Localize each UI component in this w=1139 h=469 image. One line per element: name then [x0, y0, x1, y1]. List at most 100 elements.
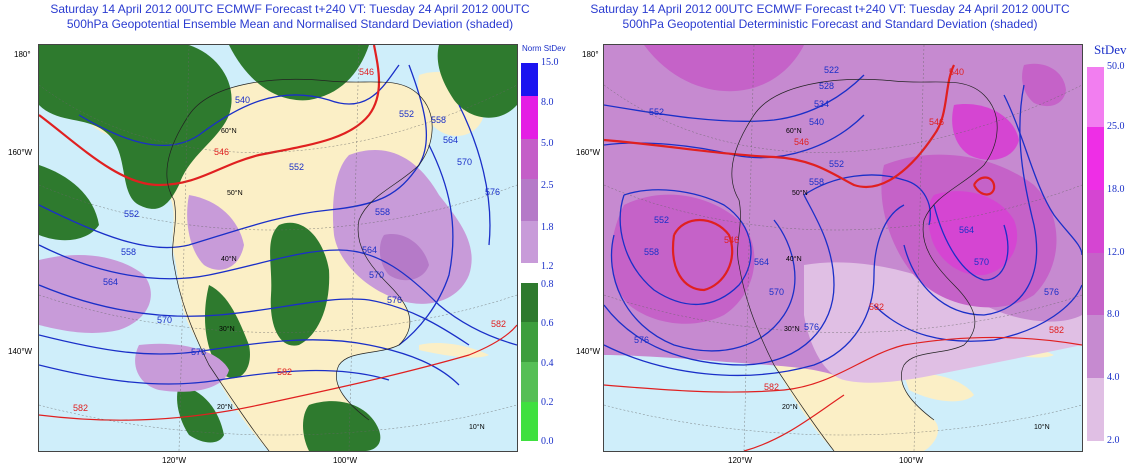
svg-text:564: 564 — [959, 225, 974, 235]
svg-text:576: 576 — [634, 335, 649, 345]
right-lat-10n: 10°N — [1034, 423, 1050, 431]
svg-text:570: 570 — [769, 287, 784, 297]
svg-text:552: 552 — [649, 107, 664, 117]
svg-text:576: 576 — [804, 322, 819, 332]
right-colorbar-seg-4 — [1087, 315, 1104, 378]
svg-text:522: 522 — [824, 65, 839, 75]
svg-text:540: 540 — [809, 117, 824, 127]
left-title-line1: Saturday 14 April 2012 00UTC ECMWF Forec… — [50, 2, 530, 16]
left-colorbar-seg-2 — [521, 139, 538, 179]
left-lat-50n: 50°N — [227, 189, 243, 197]
purple-region-east-core — [379, 234, 429, 281]
r-shade-mid-north — [644, 45, 804, 92]
left-colorbar-label-10: 0.0 — [541, 436, 554, 447]
left-lat-10n: 10°N — [469, 423, 485, 431]
right-colorbar-seg-1 — [1087, 127, 1104, 190]
left-colorbar-seg-5 — [521, 283, 538, 322]
right-colorbar-label-1: 25.0 — [1107, 121, 1125, 132]
svg-text:582: 582 — [73, 403, 88, 413]
right-colorbar-seg-5 — [1087, 378, 1104, 441]
right-colorbar-label-4: 8.0 — [1107, 309, 1120, 320]
left-title-line2: 500hPa Geopotential Ensemble Mean and No… — [66, 17, 514, 31]
left-colorbar-seg-7 — [521, 362, 538, 402]
left-colorbar-seg-3 — [521, 179, 538, 221]
svg-text:564: 564 — [754, 257, 769, 267]
purple-region-east — [332, 149, 472, 304]
left-colorbar-label-5: 1.2 — [541, 261, 554, 272]
left-colorbar-label-6: 0.8 — [541, 279, 554, 290]
left-axis-140w: 140°W — [8, 347, 33, 356]
left-colorbar-label-1: 8.0 — [541, 97, 554, 108]
right-lat-30n: 30°N — [784, 325, 800, 333]
green-region-arctic — [229, 45, 369, 101]
left-colorbar-title: Norm StDev — [522, 44, 566, 53]
right-colorbar-title: StDev — [1094, 42, 1127, 57]
right-colorbar-seg-2 — [1087, 190, 1104, 253]
right-axis-100w: 100°W — [899, 456, 924, 465]
right-coastlines — [731, 79, 998, 451]
right-colorbar-label-3: 12.0 — [1107, 247, 1125, 258]
green-region-north — [39, 45, 232, 209]
left-red-contours — [39, 45, 517, 421]
r-shade-strong-east — [927, 191, 1018, 276]
green-region-west — [39, 165, 99, 241]
right-colorbar-label-6: 2.0 — [1107, 435, 1120, 446]
svg-text:564: 564 — [362, 245, 377, 255]
left-colorbar-label-0: 15.0 — [541, 57, 559, 68]
svg-text:552: 552 — [654, 215, 669, 225]
r-yucatan-land — [904, 373, 974, 402]
right-colorbar-label-2: 18.0 — [1107, 184, 1125, 195]
right-axis-120w: 120°W — [728, 456, 753, 465]
left-colorbar-seg-1 — [521, 96, 538, 139]
svg-text:582: 582 — [491, 319, 506, 329]
left-map-svg: 60°N 50°N 40°N 30°N 20°N 10°N 540 546 54… — [39, 45, 517, 451]
svg-text:582: 582 — [869, 302, 884, 312]
left-colorbar-label-8: 0.4 — [541, 358, 554, 369]
svg-text:576: 576 — [1044, 287, 1059, 297]
svg-text:570: 570 — [157, 315, 172, 325]
svg-text:576: 576 — [387, 295, 402, 305]
left-colorbar-seg-8 — [521, 402, 538, 441]
svg-text:558: 558 — [809, 177, 824, 187]
left-blue-contours — [39, 64, 517, 386]
svg-text:558: 558 — [644, 247, 659, 257]
right-colorbar — [1087, 67, 1104, 441]
svg-text:546: 546 — [794, 137, 809, 147]
svg-text:552: 552 — [829, 159, 844, 169]
right-axis-140w: 140°W — [576, 347, 601, 356]
right-colorbar-label-5: 4.0 — [1107, 372, 1120, 383]
svg-text:546: 546 — [929, 117, 944, 127]
right-red-contours — [604, 64, 1082, 451]
left-coastlines — [166, 79, 433, 451]
left-colorbar — [521, 63, 538, 441]
svg-text:558: 558 — [431, 115, 446, 125]
svg-text:558: 558 — [375, 207, 390, 217]
svg-text:546: 546 — [214, 147, 229, 157]
svg-text:582: 582 — [1049, 325, 1064, 335]
right-blue-contours — [604, 74, 1082, 377]
r-shade-strong-ne — [952, 104, 1019, 160]
right-axis-180: 180° — [582, 50, 599, 59]
right-graticule — [604, 45, 1082, 451]
right-axis-160w: 160°W — [576, 148, 601, 157]
left-axis-180: 180° — [14, 50, 31, 59]
left-lat-30n: 30°N — [219, 325, 235, 333]
left-colorbar-seg-0 — [521, 63, 538, 96]
svg-text:558: 558 — [121, 247, 136, 257]
right-lat-20n: 20°N — [782, 403, 798, 411]
svg-text:552: 552 — [124, 209, 139, 219]
left-axis-120w: 120°W — [162, 456, 187, 465]
svg-text:582: 582 — [277, 367, 292, 377]
svg-text:570: 570 — [974, 257, 989, 267]
right-title-line1: Saturday 14 April 2012 00UTC ECMWF Forec… — [590, 2, 1070, 16]
svg-text:552: 552 — [399, 109, 414, 119]
left-colorbar-label-7: 0.6 — [541, 318, 554, 329]
left-colorbar-seg-4 — [521, 221, 538, 263]
svg-text:540: 540 — [949, 67, 964, 77]
left-colorbar-gap — [521, 263, 538, 283]
right-title-line2: 500hPa Geopotential Deterministic Foreca… — [622, 17, 1038, 31]
left-axis-100w: 100°W — [333, 456, 358, 465]
svg-text:540: 540 — [235, 95, 250, 105]
left-colorbar-label-2: 5.0 — [541, 138, 554, 149]
svg-text:546: 546 — [359, 67, 374, 77]
